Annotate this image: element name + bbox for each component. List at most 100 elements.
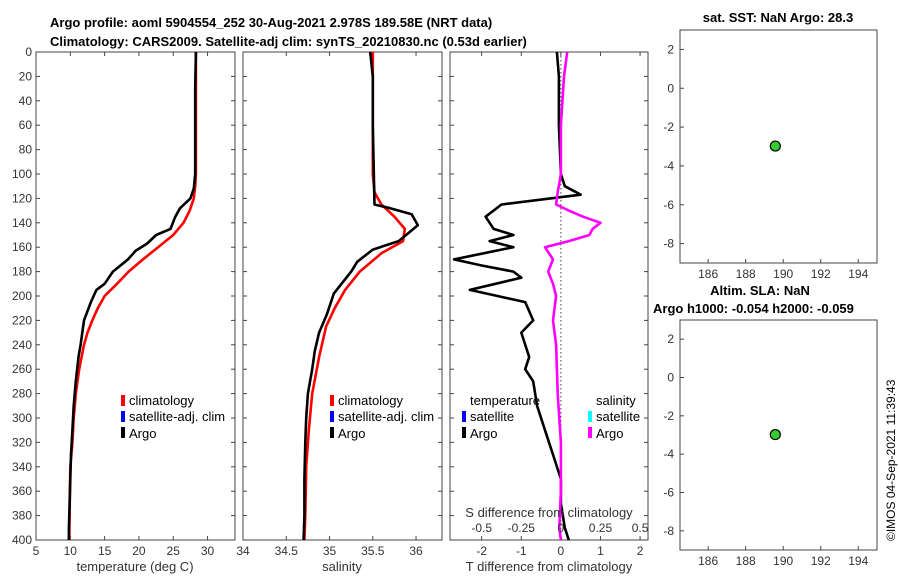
x-tick-label: 15 [98, 544, 112, 558]
y-tick-label: 2 [667, 332, 674, 346]
s-diff-xlabel: S difference from climatology [465, 505, 633, 520]
x-tick-label: 35.5 [361, 544, 385, 558]
sla-title-line2: Argo h1000: -0.054 h2000: -0.059 [653, 301, 854, 316]
sla-map-chart: 186 188 190 192 194 2 0 -2 -4 -6 -8 [663, 332, 868, 568]
top-tick-label: -0.5 [471, 521, 492, 535]
y-tick-label: 160 [12, 240, 32, 254]
y-tick-label: 300 [12, 411, 32, 425]
temperature-xlabel: temperature (deg C) [76, 559, 193, 574]
x-tick-label: 5 [33, 544, 40, 558]
y-tick-label: 380 [12, 509, 32, 523]
x-tick-label: 30 [201, 544, 215, 558]
y-tick-label: 2 [667, 42, 674, 56]
temperature-axes [35, 51, 236, 541]
x-tick-label: 192 [811, 267, 831, 281]
y-tick-label: -6 [663, 486, 674, 500]
series-line-argo [67, 51, 198, 540]
series-line-temperature-argo [452, 51, 583, 541]
y-tick-label: -4 [663, 447, 674, 461]
sla-title-line1: Altim. SLA: NaN [710, 283, 810, 298]
series-line-argo [302, 51, 420, 541]
y-tick-label: 360 [12, 484, 32, 498]
watermark: ©IMOS 04-Sep-2021 11:39:43 [884, 379, 898, 541]
y-tick-label: -8 [663, 237, 674, 251]
argo-location-marker [769, 140, 781, 152]
y-tick-label: 0 [667, 81, 674, 95]
y-tick-label: 120 [12, 191, 32, 205]
temperature-legend: climatology satellite-adj. clim Argo [121, 393, 225, 441]
y-tick-label: 200 [12, 289, 32, 303]
x-tick-label: 186 [698, 554, 718, 568]
x-tick-label: 36 [409, 544, 423, 558]
legend-label-s-argo: Argo [596, 426, 623, 441]
legend-swatch-argo [330, 427, 334, 438]
difference-legend: temperature satellite Argo salinity sate… [462, 393, 640, 441]
legend-title-salinity: salinity [596, 393, 636, 408]
x-tick-label: 194 [848, 554, 868, 568]
x-tick-label: -2 [476, 544, 487, 558]
legend-label-satellite-adj: satellite-adj. clim [129, 409, 225, 424]
difference-axes [449, 51, 649, 541]
x-tick-label: 1 [597, 544, 604, 558]
x-tick-label: 190 [773, 267, 793, 281]
y-tick-label: 140 [12, 216, 32, 230]
legend-label-s-satellite: satellite [596, 409, 640, 424]
top-tick-label: -0.25 [508, 521, 536, 535]
x-tick-label: 194 [848, 267, 868, 281]
x-tick-label: 10 [64, 544, 78, 558]
x-tick-label: 190 [773, 554, 793, 568]
y-tick-label: 80 [19, 143, 33, 157]
sst-map-chart: 186 188 190 192 194 2 0 -2 -4 -6 -8 [663, 42, 868, 281]
legend-label-climatology: climatology [129, 393, 195, 408]
legend-swatch-t-argo [462, 427, 466, 438]
t-diff-xlabel: T difference from climatology [466, 559, 633, 574]
y-tick-label: 100 [12, 167, 32, 181]
y-tick-label: 40 [19, 94, 33, 108]
x-tick-label: 186 [698, 267, 718, 281]
x-tick-label: 35 [323, 544, 337, 558]
y-tick-label: 20 [19, 69, 33, 83]
top-tick-label: 0 [558, 521, 565, 535]
top-tick-label: 0.5 [632, 521, 649, 535]
y-tick-label: 400 [12, 533, 32, 547]
y-tick-label: 280 [12, 387, 32, 401]
y-tick-label: 260 [12, 362, 32, 376]
salinity-xlabel: salinity [322, 559, 362, 574]
legend-swatch-satellite-adj [330, 411, 334, 422]
legend-swatch-climatology [121, 395, 125, 406]
legend-label-t-argo: Argo [470, 426, 497, 441]
legend-label-argo: Argo [338, 426, 365, 441]
legend-label-climatology: climatology [338, 393, 404, 408]
series-line-climatology [303, 52, 407, 541]
legend-swatch-s-satellite [588, 411, 592, 422]
figure-title-line1: Argo profile: aoml 5904554_252 30-Aug-20… [50, 15, 492, 30]
series-line-salinity-argo [543, 51, 602, 541]
x-tick-label: 25 [167, 544, 181, 558]
legend-swatch-s-argo [588, 427, 592, 438]
legend-swatch-satellite-adj [121, 411, 125, 422]
x-tick-label: 192 [811, 554, 831, 568]
x-tick-label: 34.5 [275, 544, 299, 558]
difference-chart: -2 -1 0 1 2 -0.5 -0.25 0 0.25 0.5 [450, 51, 649, 558]
y-tick-label: 220 [12, 313, 32, 327]
y-tick-label: -2 [663, 409, 674, 423]
x-tick-label: 2 [637, 544, 644, 558]
figure-title-line2: Climatology: CARS2009. Satellite-adj cli… [50, 34, 527, 49]
top-tick-label: 0.25 [589, 521, 613, 535]
legend-swatch-argo [121, 427, 125, 438]
y-tick-label: 180 [12, 265, 32, 279]
x-tick-label: 188 [736, 554, 756, 568]
y-tick-label: -2 [663, 120, 674, 134]
legend-label-t-satellite: satellite [470, 409, 514, 424]
legend-swatch-t-satellite [462, 411, 466, 422]
sst-title: sat. SST: NaN Argo: 28.3 [703, 10, 854, 25]
y-tick-label: 240 [12, 338, 32, 352]
y-tick-label: 0 [667, 371, 674, 385]
x-tick-label: 20 [132, 544, 146, 558]
y-tick-label: 340 [12, 460, 32, 474]
temperature-chart: 5 10 15 20 25 300 20 40 60 80 100 120 140 160 180 200 22… [12, 45, 235, 558]
x-tick-label: 188 [736, 267, 756, 281]
x-tick-label: -1 [516, 544, 527, 558]
y-tick-label: 60 [19, 118, 33, 132]
x-tick-label: 34 [236, 544, 250, 558]
